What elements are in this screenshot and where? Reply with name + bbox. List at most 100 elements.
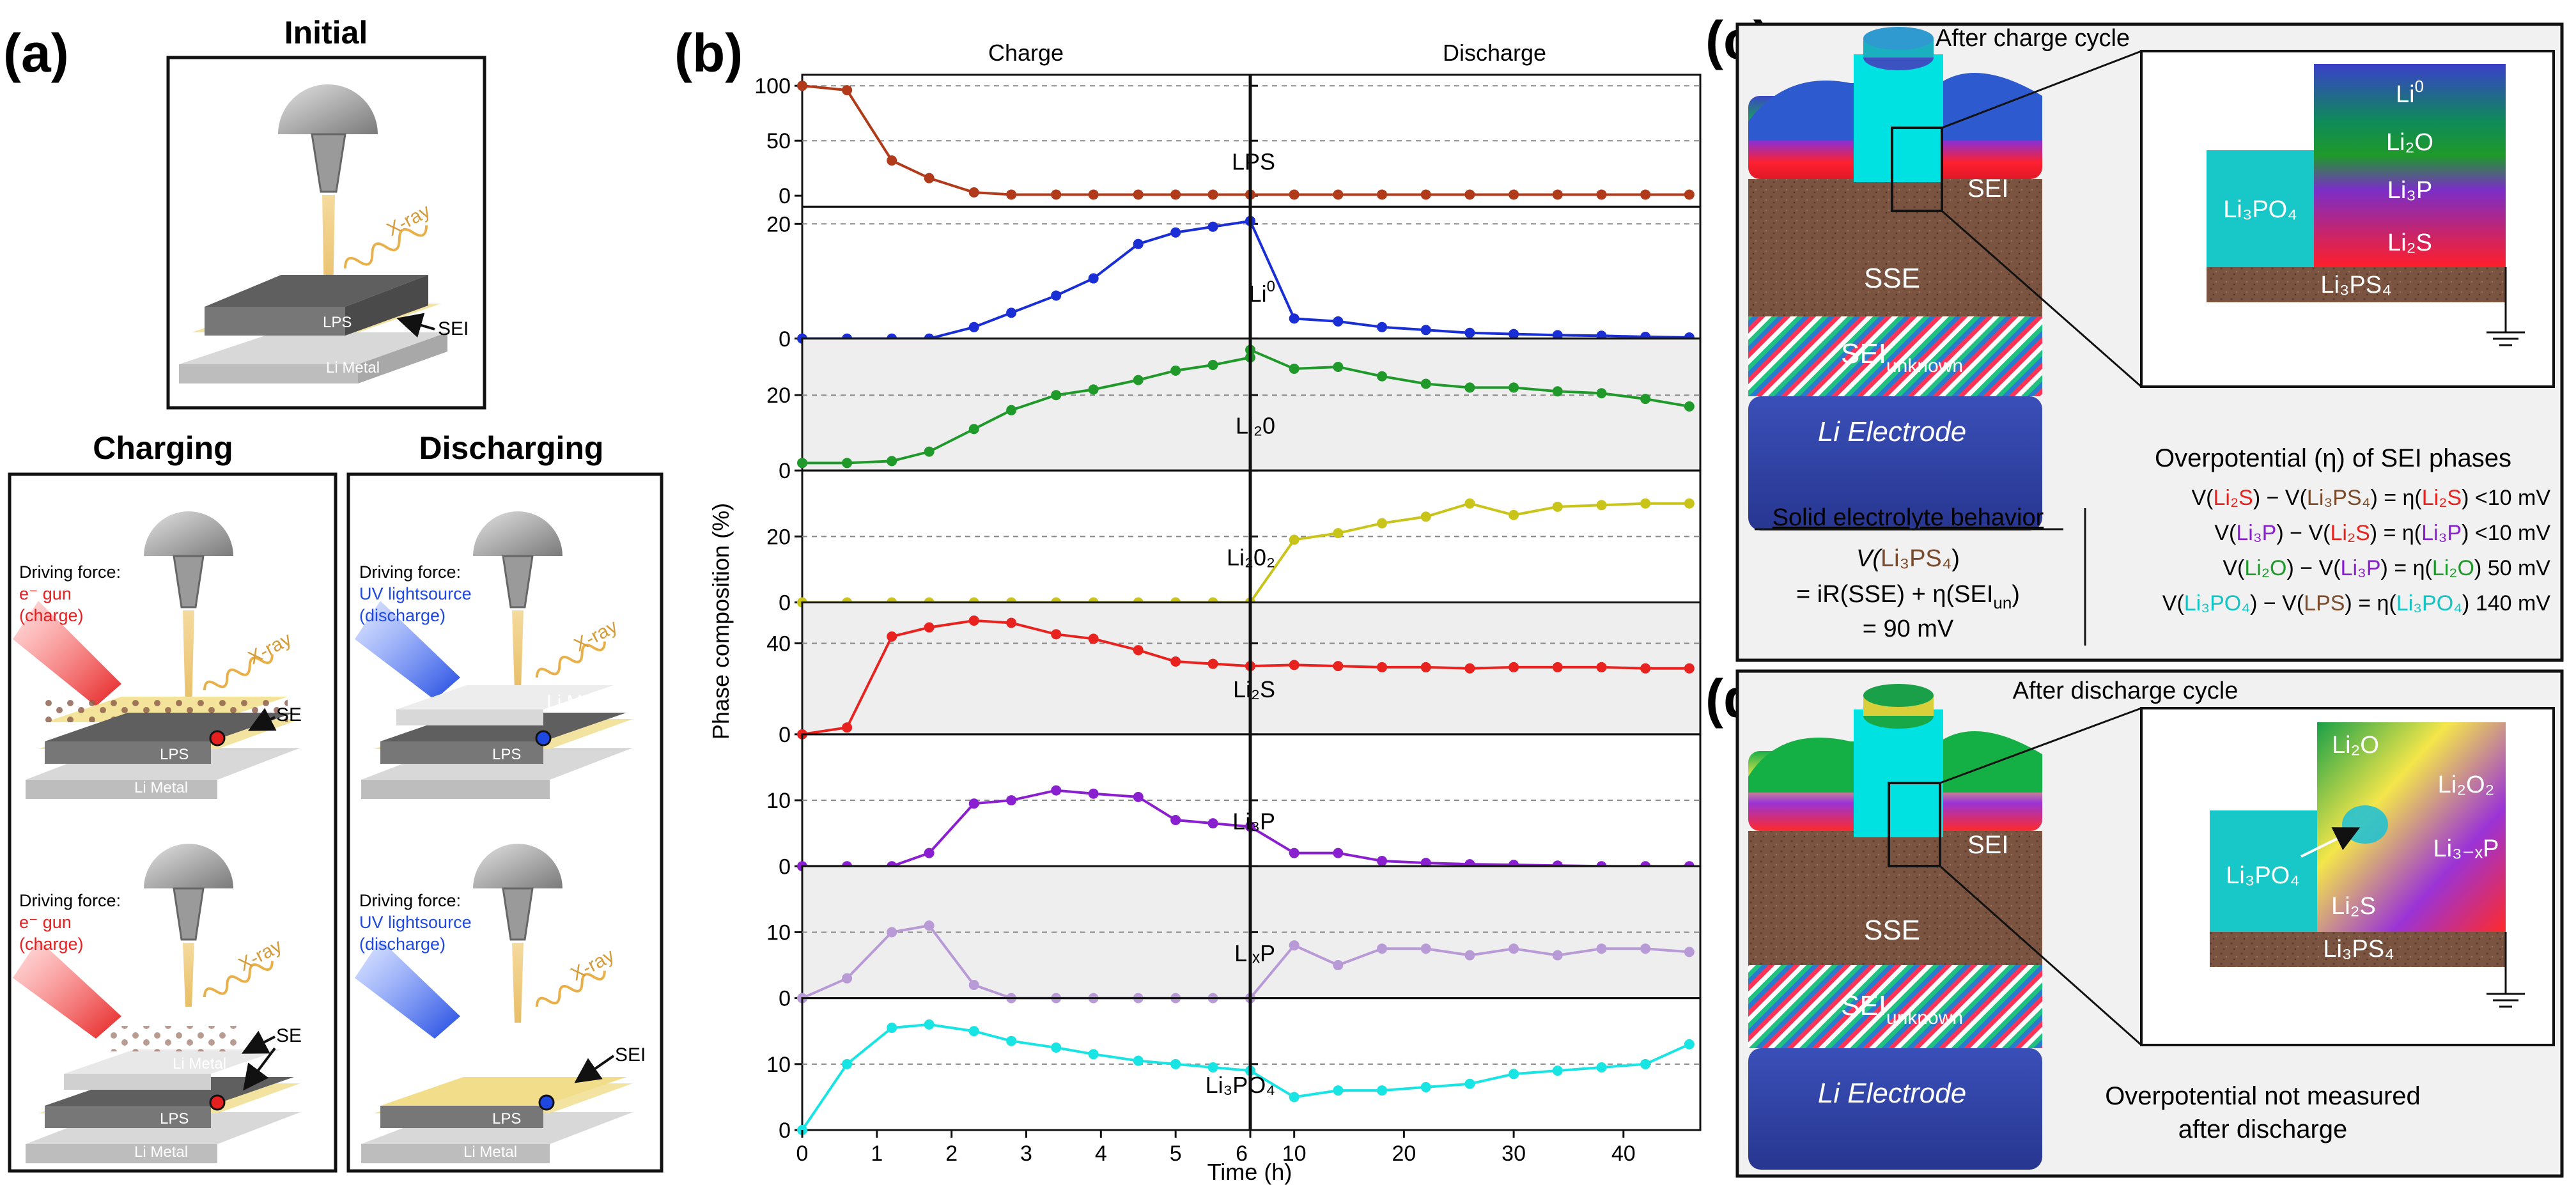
series-panel-Li2O: 0 20 Li₂0 [766,337,1702,483]
data-point [1006,307,1017,318]
x-tick-label: 6 [1236,1142,1248,1166]
lps-slab [205,275,428,307]
data-point [968,798,979,809]
inset-li3po4-block [2207,150,2314,267]
data-point [924,622,935,633]
xray-wave-icon [344,225,428,269]
data-point [1207,658,1218,669]
e-gun-beam-icon [13,601,121,706]
data-point [924,446,935,457]
data-point [887,155,897,166]
x-tick-label: 10 [1282,1142,1307,1166]
data-point [1088,788,1099,799]
series-line-charge [802,619,1251,736]
data-point [968,979,979,990]
data-point [1640,663,1651,674]
charging-lps-label-bottom: LPS [160,1110,189,1127]
data-point [1596,943,1607,954]
overpotential-part: ) <10 mV [2462,486,2550,510]
data-point [1464,189,1475,200]
charging-mode: (charge) [19,606,84,625]
overpotential-row: V(Li₃PO₄) − V(LPS) = η(Li₃PO₄) 140 mV [2162,591,2551,616]
discharge-title: Discharge [1443,40,1546,66]
solid-value: = 90 mV [1863,616,1954,642]
data-point [1464,327,1475,338]
data-point [1088,189,1099,200]
discharging-mode: (discharge) [359,606,446,625]
series-panel-Li2O2: 020Li₂0₂ [766,469,1702,616]
chart-xlabel: Time (h) [1207,1159,1292,1185]
data-point [1207,221,1218,232]
data-point [1133,645,1144,656]
x-tick-label: 40 [1611,1142,1636,1166]
inset-d-li2o2-label: Li₂O₂ [2438,771,2495,798]
series-panel-Li0: 0 20 Li0 [766,205,1702,352]
data-point [1133,238,1144,249]
data-point [1552,501,1563,512]
data-point [1509,509,1519,520]
panel-a-charging: Charging X-ray Driving force: e⁻ gun (ch… [8,430,338,1173]
deposited-li-metal [64,1049,281,1074]
discharging-detector-top-icon [473,511,563,556]
discharging-driving-force-bottom: Driving force: [359,891,461,910]
series-panel-LixP: 0 10 LiₓP [766,865,1702,1011]
data-point [924,1019,935,1030]
li-electrode-block-d [1748,1048,2042,1170]
series-label: Li0 [1249,278,1275,307]
series-line-charge [801,1023,1251,1131]
y-tick-label: 100 [754,74,791,98]
data-point [1377,371,1388,382]
inset-li2o-label: Li₂O [2386,129,2433,156]
overpotential-rows: V(Li₂S) − V(Li₃PS₄) = η(Li₂S) <10 mVV(Li… [2162,486,2551,616]
charging-se-label-bottom: SE [276,1025,302,1046]
series-label-sup: 0 [1267,278,1275,295]
y-tick-label: 40 [766,632,791,656]
y-tick-label: 20 [766,525,791,549]
data-point [842,722,853,733]
panel-d-title: After discharge cycle [2013,678,2238,704]
panel-c-electrode-label: Li Electrode [1818,416,1966,447]
data-point [1420,943,1431,954]
data-point [842,458,853,469]
series-line-charge [802,356,1251,465]
data-point [1464,498,1475,509]
overpotential-part: ) − V( [2286,556,2341,580]
data-point [1289,189,1300,200]
charging-li-metal-label-bottom: Li Metal [134,1143,188,1161]
data-point [842,1058,853,1069]
data-point [1088,384,1099,395]
uv-light-beam-icon [355,601,460,700]
data-point [1464,382,1475,393]
data-point [968,1026,979,1037]
inset-li0-sup: 0 [2415,77,2424,96]
data-point [1207,360,1218,371]
panel-d-note-line2: after discharge [2178,1115,2348,1143]
series-label: Li₃P [1232,808,1275,834]
data-point [1088,633,1099,644]
overpotential-part: ) − V( [2253,486,2308,510]
data-point [1051,785,1062,796]
data-point [1684,189,1695,200]
data-point [1051,390,1062,401]
inset-li2s-label: Li₂S [2387,229,2432,256]
series-line-discharge [1249,502,1689,603]
data-point [1420,325,1431,336]
data-point [1333,316,1344,327]
data-point [842,973,853,984]
data-point [1170,656,1181,667]
overpotential-part: V( [2191,486,2214,510]
data-point [1133,189,1144,200]
data-point [1207,1062,1218,1073]
charging-lps-label-top: LPS [160,746,189,763]
discharging-source: UV lightsource [359,584,472,603]
inset-li3po4-label: Li₃PO₄ [2223,196,2297,223]
data-point [924,920,935,931]
series-label: Li₂S [1233,676,1275,702]
panel-d-sei-unknown-sub: unknown [1886,1007,1963,1028]
charging-driving-force: Driving force: [19,562,121,582]
panel-d-note-line1: Overpotential not measured [2105,1082,2421,1110]
data-point [968,424,979,435]
detector-snout-icon [311,133,346,193]
solid-electrolyte-title: Solid electrolyte behavior [1773,504,2044,531]
data-point [1684,663,1695,674]
